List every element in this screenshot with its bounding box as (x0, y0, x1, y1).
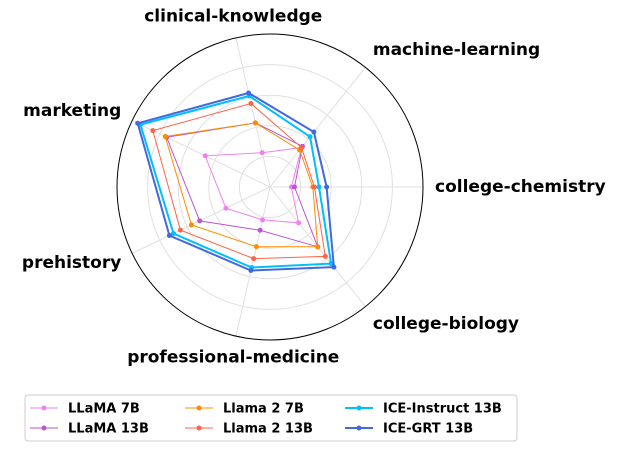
axis-label: machine-learning (373, 40, 540, 60)
data-point (251, 256, 257, 262)
legend-marker (356, 405, 362, 411)
legend-label: ICE-Instruct 13B (383, 402, 502, 417)
data-point (252, 120, 258, 126)
data-point (150, 128, 156, 134)
data-point (298, 145, 304, 151)
data-point (259, 150, 265, 156)
axis-label: college-biology (373, 314, 519, 334)
axis-label: professional-medicine (127, 348, 339, 368)
data-point (316, 184, 322, 190)
data-point (171, 230, 177, 236)
data-point (223, 205, 229, 211)
series-line (136, 91, 335, 272)
spoke (235, 186, 271, 337)
data-point (315, 244, 321, 250)
data-point (248, 268, 254, 274)
legend-label: Llama 2 7B (223, 402, 304, 417)
data-point (307, 134, 313, 140)
legend-marker (196, 405, 202, 411)
legend-marker (356, 425, 362, 431)
data-point (166, 232, 172, 238)
spoke (131, 120, 271, 188)
data-point (162, 134, 168, 140)
data-point (328, 261, 334, 267)
data-point (324, 184, 330, 190)
series-line (139, 94, 333, 269)
legend-label: Llama 2 13B (223, 422, 313, 437)
data-point (248, 100, 254, 106)
legend-marker (41, 425, 47, 431)
data-point (322, 253, 328, 259)
legend-marker (196, 425, 202, 431)
data-point (311, 184, 317, 190)
data-point (296, 220, 302, 226)
series-line (204, 146, 303, 224)
legend-box (24, 394, 518, 442)
legend-marker (41, 405, 47, 411)
data-point (260, 217, 266, 223)
series-line (152, 102, 326, 260)
data-point (177, 227, 183, 233)
spoke (269, 67, 366, 188)
data-point (135, 120, 141, 126)
data-point (197, 218, 203, 224)
data-point (291, 184, 297, 190)
data-point (188, 222, 194, 228)
data-point (311, 129, 317, 135)
series-line (165, 122, 319, 248)
axis-label: college-chemistry (435, 177, 606, 197)
legend-label: LLaMA 7B (68, 402, 140, 417)
legend-label: ICE-GRT 13B (383, 422, 473, 437)
data-point (331, 264, 337, 270)
data-point (246, 90, 252, 96)
data-point (253, 244, 259, 250)
spoke (235, 37, 271, 188)
data-point (257, 227, 263, 233)
axis-label: clinical-knowledge (144, 6, 322, 26)
outer-circle (116, 33, 424, 341)
axis-label: marketing (23, 101, 121, 121)
series-line (164, 122, 319, 248)
axis-label: prehistory (22, 253, 121, 273)
legend-label: LLaMA 13B (68, 422, 149, 437)
data-point (202, 153, 208, 159)
